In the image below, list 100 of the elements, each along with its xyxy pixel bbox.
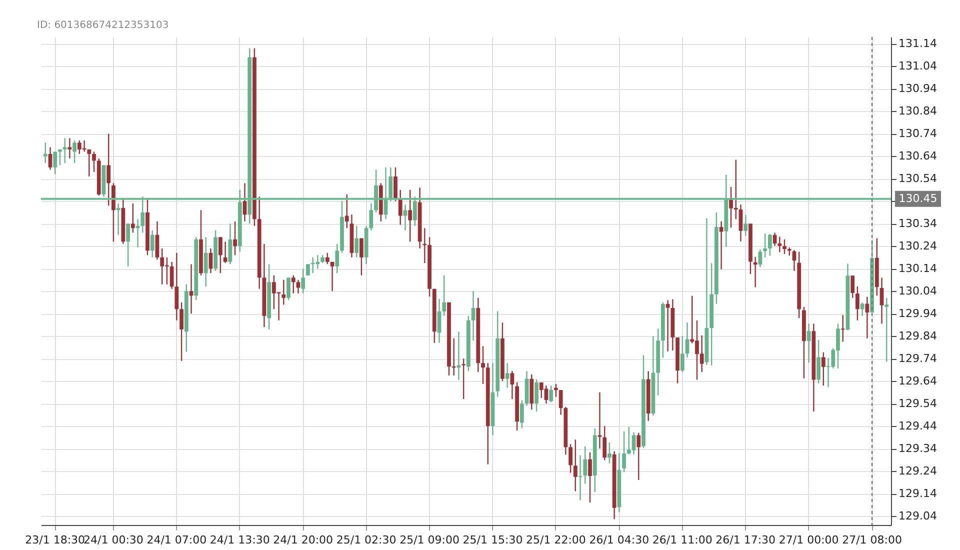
candlestick: [719, 220, 724, 270]
candlestick: [180, 302, 184, 362]
y-tick-label: 130.34: [898, 217, 937, 230]
candlestick: [880, 277, 884, 324]
y-tick-label: 131.14: [898, 37, 937, 50]
candlestick: [588, 452, 592, 504]
candlestick: [534, 378, 538, 412]
y-tick-label: 129.74: [898, 352, 937, 366]
y-tick-label: 131.04: [898, 60, 937, 73]
x-tick-label: 23/1 18:30: [25, 534, 86, 546]
y-tick-label: 129.94: [898, 307, 937, 320]
candlestick: [106, 133, 111, 206]
candlestick: [228, 223, 232, 265]
candlestick: [856, 286, 860, 321]
y-tick-label: 129.44: [898, 420, 937, 433]
candlestick: [223, 241, 228, 264]
candlestick: [481, 346, 485, 385]
candlestick: [92, 151, 96, 173]
candlestick: [758, 248, 762, 268]
candlestick: [840, 314, 845, 342]
candlestick: [394, 166, 398, 202]
ref-line-label: 130.45: [898, 192, 938, 205]
candlestick: [680, 335, 684, 373]
candlestick: [48, 146, 52, 170]
candlestick: [330, 261, 334, 292]
y-tick-label: 130.04: [898, 284, 937, 298]
y-tick-label: 130.54: [898, 172, 937, 186]
x-tick-label: 26/1 04:30: [589, 534, 650, 546]
candlestick: [344, 194, 349, 229]
x-tick-label: 27/1 08:00: [842, 534, 902, 546]
candlestick: [816, 339, 820, 384]
y-tick-label: 130.74: [898, 127, 937, 140]
candlestick: [520, 400, 524, 429]
candlestick: [354, 225, 359, 258]
candlestick: [666, 300, 670, 352]
candlestick: [170, 261, 174, 290]
candlestick: [850, 275, 855, 298]
candlestick: [233, 220, 237, 256]
candlestick: [782, 238, 786, 255]
x-tick-label: 25/1 22:00: [526, 534, 586, 546]
candlestick: [636, 432, 641, 481]
y-tick-label: 130.14: [898, 262, 937, 276]
candlestick: [442, 274, 446, 316]
candlestick: [422, 228, 427, 264]
candlestick: [301, 268, 306, 294]
candlestick: [452, 338, 456, 376]
candlestick: [685, 322, 690, 358]
candlestick: [174, 252, 179, 321]
y-tick-label: 130.64: [898, 150, 937, 163]
candlestick: [282, 279, 286, 306]
candlestick: [87, 148, 92, 178]
candlestick: [608, 442, 612, 464]
candlestick: [53, 151, 58, 175]
y-tick-label: 129.24: [898, 464, 937, 478]
y-tick-label: 130.84: [898, 104, 937, 118]
candlestick: [58, 148, 62, 166]
y-tick-label: 130.94: [898, 82, 937, 96]
candlestick: [72, 140, 76, 164]
candlestick: [398, 189, 402, 226]
candlestick: [242, 182, 247, 222]
candlestick: [568, 443, 572, 474]
candlestick: [549, 384, 554, 403]
candlestick: [558, 389, 563, 416]
candlestick: [505, 362, 510, 388]
candlestick: [865, 296, 870, 339]
y-tick-label: 129.84: [898, 330, 937, 343]
candlestick: [408, 189, 412, 242]
candlestick: [738, 204, 743, 242]
candlestick: [116, 202, 120, 236]
y-tick-label: 129.54: [898, 397, 937, 410]
candlestick: [291, 274, 296, 294]
x-tick-label: 24/1 07:00: [146, 534, 207, 546]
x-tick-label: 27/1 00:00: [778, 534, 839, 546]
y-tick-label: 129.34: [898, 442, 937, 456]
candlestick: [462, 358, 466, 400]
candlestick: [753, 256, 758, 288]
candlestick: [325, 252, 330, 265]
x-tick-label: 25/1 02:30: [336, 534, 396, 546]
candlestick: [286, 277, 290, 301]
y-tick-label: 129.14: [898, 487, 937, 500]
y-tick-label: 129.64: [898, 374, 937, 388]
candlestick: [335, 243, 340, 274]
candlestick: [768, 233, 772, 256]
candlestick: [403, 204, 408, 231]
candlestick: [821, 352, 826, 386]
candlestick: [884, 297, 889, 362]
candlestick: [578, 454, 582, 501]
candlestick: [471, 290, 476, 342]
candlestick: [806, 323, 811, 364]
candlestick: [744, 214, 748, 236]
candlestick: [218, 236, 222, 274]
x-tick-label: 24/1 13:30: [210, 534, 270, 546]
x-tick-label: 25/1 15:30: [462, 534, 523, 546]
x-tick-label: 25/1 09:00: [400, 534, 460, 546]
candlestick: [573, 438, 578, 492]
candlestick: [554, 383, 558, 398]
candlestick: [622, 430, 626, 473]
candlestick: [602, 425, 607, 461]
candlestick: [369, 202, 374, 231]
candlestick: [155, 220, 160, 260]
